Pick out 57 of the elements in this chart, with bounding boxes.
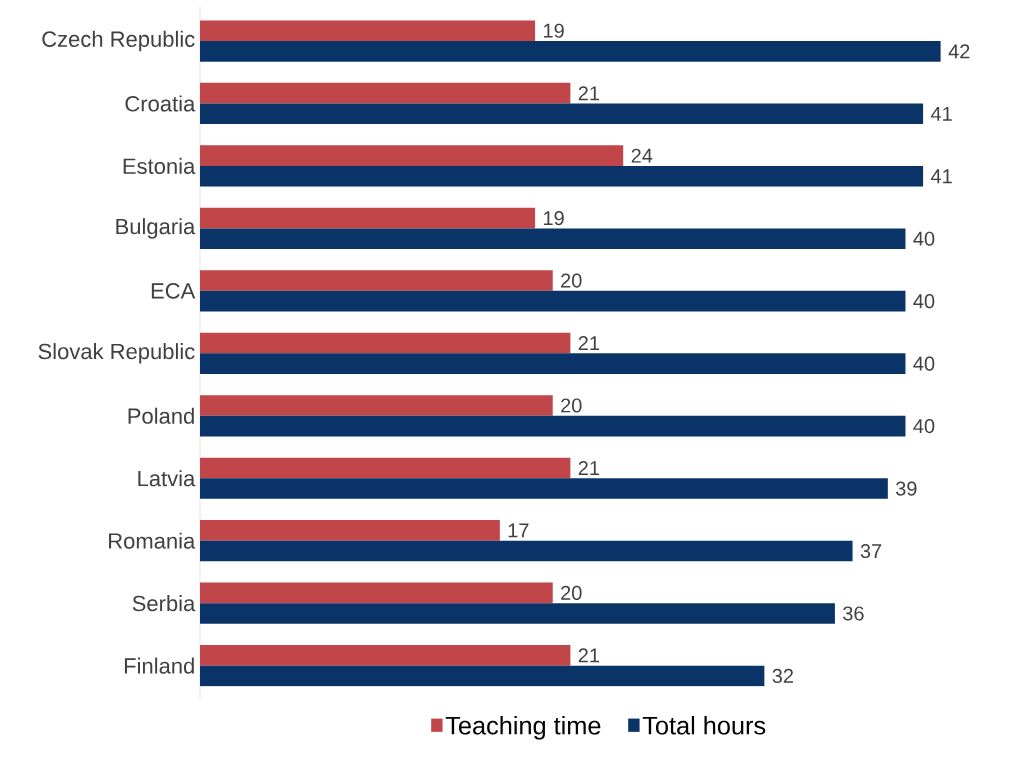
data-label: 20 (561, 273, 582, 288)
data-label: 40 (913, 231, 935, 246)
y-tick-label: Finland (124, 657, 194, 674)
bar (200, 228, 906, 250)
data-label: 20 (561, 585, 582, 600)
data-label: 19 (544, 211, 564, 226)
data-label: 32 (772, 668, 793, 684)
bar (200, 520, 500, 541)
bar (200, 395, 553, 416)
bar (200, 207, 536, 229)
bar (200, 645, 571, 666)
data-label: 37 (860, 543, 882, 559)
data-label: 40 (913, 356, 935, 371)
y-tick-label: Estonia (123, 157, 196, 175)
y-tick-label: Romania (109, 532, 196, 549)
bar (200, 270, 553, 291)
bar (200, 478, 888, 499)
data-label: 21 (578, 86, 600, 101)
data-label: 21 (578, 460, 600, 475)
data-label: 42 (948, 44, 970, 59)
bar (200, 415, 906, 437)
data-label: 17 (508, 523, 529, 538)
data-label: 40 (913, 419, 935, 434)
legend-label: Total hours (642, 715, 766, 735)
bar (200, 603, 835, 624)
y-tick-label: Latvia (138, 470, 196, 487)
bar (200, 41, 941, 62)
bar (200, 665, 765, 687)
bar (200, 353, 906, 374)
y-tick-label: Slovak Republic (38, 343, 195, 364)
data-label: 41 (930, 106, 952, 121)
bar (200, 145, 624, 166)
data-label: 36 (843, 606, 864, 621)
y-tick-label: ECA (151, 283, 196, 299)
data-label: 40 (913, 294, 935, 309)
y-tick-label: Czech Republic (42, 30, 195, 52)
bar (200, 103, 924, 125)
data-label: 19 (544, 23, 564, 38)
data-label: 21 (578, 648, 600, 663)
y-tick-label: Serbia (132, 595, 196, 612)
y-tick-label: Bulgaria (116, 218, 196, 239)
data-label: 20 (561, 398, 582, 413)
bar (200, 457, 571, 479)
bar (200, 20, 536, 42)
bar (200, 582, 553, 604)
y-tick-label: Poland (128, 407, 194, 424)
data-label: 41 (930, 169, 952, 184)
data-label: 21 (578, 336, 600, 351)
bar (200, 82, 571, 104)
bar (200, 290, 906, 312)
bar (200, 165, 924, 187)
data-label: 24 (631, 148, 653, 163)
data-label: 39 (895, 481, 917, 496)
bar (200, 332, 571, 354)
y-tick-label: Croatia (125, 95, 196, 112)
legend-label: Teaching time (445, 715, 601, 740)
bar (200, 540, 853, 562)
